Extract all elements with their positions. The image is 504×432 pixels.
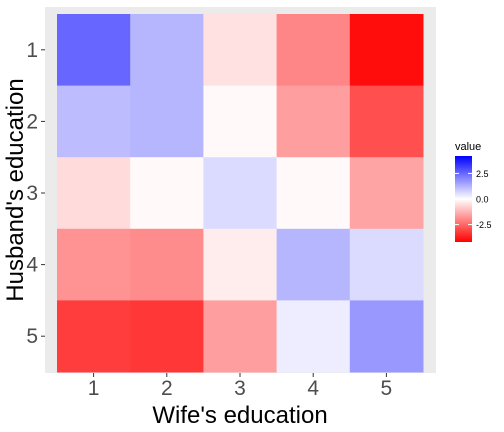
- legend-colorbar: [455, 156, 472, 242]
- x-tick-label: 1: [88, 377, 100, 400]
- heatmap-cell-r4-c4: [276, 228, 351, 301]
- y-tick-label: 1: [26, 39, 38, 62]
- y-tick-label: 2: [26, 110, 38, 133]
- y-tick-label: 5: [26, 325, 38, 348]
- heatmap-cell-r3-c2: [130, 157, 204, 230]
- legend-tick-label: 2.5: [476, 169, 489, 179]
- x-axis: 1 2 3 4 5: [88, 373, 392, 400]
- heatmap-cell-r1-c4: [276, 14, 351, 87]
- x-tick-label: 2: [161, 377, 173, 400]
- heatmap-cell-r2-c4: [276, 85, 351, 158]
- heatmap-cell-r3-c4: [276, 157, 351, 230]
- legend-tick-label: -2.5: [476, 220, 492, 230]
- heatmap-cell-r3-c5: [349, 157, 424, 230]
- heatmap-cell-r3-c1: [57, 157, 131, 230]
- legend-title: value: [455, 141, 481, 153]
- heatmap-cell-r5-c3: [203, 300, 278, 373]
- y-tick-label: 3: [26, 182, 38, 205]
- heatmap-cell-r2-c3: [203, 85, 278, 158]
- y-tick-label: 4: [26, 254, 38, 277]
- heatmap-cell-r4-c5: [349, 228, 424, 301]
- x-tick-label: 4: [307, 377, 319, 400]
- heatmap-cell-r4-c3: [203, 228, 278, 301]
- heatmap-cell-r5-c2: [130, 300, 204, 373]
- heatmap-cell-r1-c5: [349, 14, 424, 87]
- heatmap-cell-r5-c1: [57, 300, 131, 373]
- heatmap-cell-r4-c1: [57, 228, 131, 301]
- y-axis: 1 2 3 4 5: [26, 39, 45, 348]
- legend: value 2.5 0.0 -2.5: [455, 141, 492, 242]
- x-tick-label: 3: [234, 377, 246, 400]
- heatmap-cell-r2-c1: [57, 85, 131, 158]
- heatmap-cell-r5-c4: [276, 300, 351, 373]
- x-axis-title: Wife's education: [152, 402, 327, 429]
- x-tick-label: 5: [381, 377, 393, 400]
- heatmap-cell-r1-c2: [130, 14, 204, 87]
- heatmap-cells: [57, 14, 424, 373]
- heatmap-cell-r2-c2: [130, 85, 204, 158]
- heatmap-cell-r2-c5: [349, 85, 424, 158]
- heatmap-cell-r3-c3: [203, 157, 278, 230]
- legend-tick-label: 0.0: [476, 195, 489, 205]
- heatmap-cell-r1-c3: [203, 14, 278, 87]
- heatmap-cell-r4-c2: [130, 228, 204, 301]
- y-axis-title: Husband's education: [2, 78, 29, 301]
- heatmap-cell-r5-c5: [349, 300, 424, 373]
- heatmap-cell-r1-c1: [57, 14, 131, 87]
